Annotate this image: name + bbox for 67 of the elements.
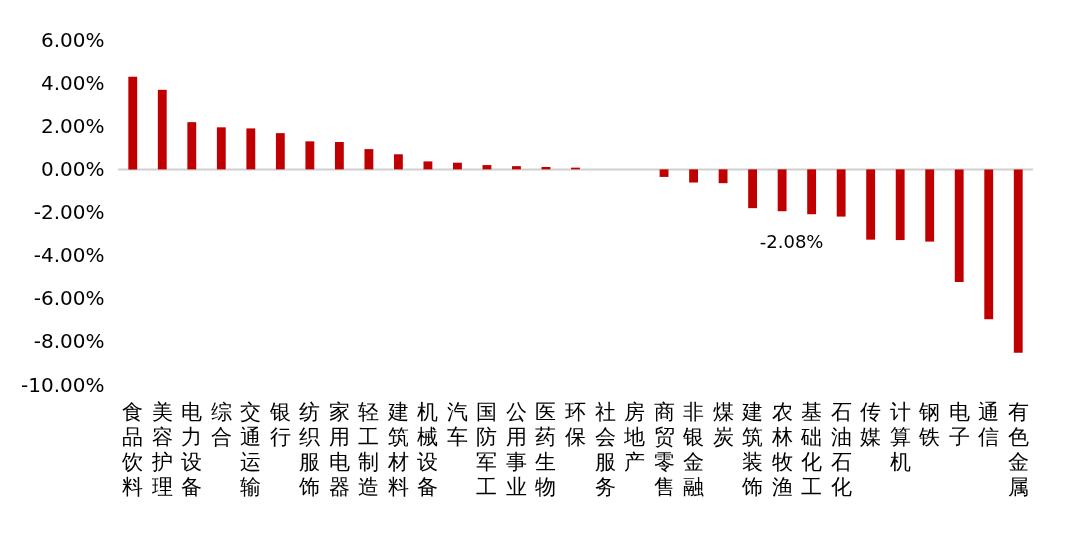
bar (364, 149, 374, 170)
bar (128, 76, 138, 170)
x-tick-label: 综合 (210, 399, 232, 449)
x-tick-label: 建筑材料 (386, 399, 409, 499)
bar (216, 127, 226, 170)
x-tick-label: 社会服务 (594, 399, 616, 499)
y-tick-label: 2.00% (40, 113, 105, 138)
y-tick-label: 0.00% (40, 156, 105, 181)
x-tick-label: 电力设备 (181, 399, 203, 499)
bar (157, 89, 167, 170)
bar (393, 154, 403, 170)
bar (807, 169, 817, 215)
bar (954, 169, 964, 282)
bar (925, 169, 935, 242)
x-tick-label: 基础化工 (800, 399, 823, 499)
bar (246, 128, 256, 170)
x-tick-label: 轻工制造 (358, 399, 380, 499)
x-tick-label: 机械设备 (417, 399, 439, 499)
x-tick-label: 家用电器 (328, 399, 350, 499)
x-tick-label: 银行 (268, 399, 291, 449)
x-tick-label: 公用事业 (505, 399, 527, 499)
bar (512, 166, 521, 170)
x-tick-label: 传媒 (860, 399, 882, 449)
x-tick-label: 有色金属 (1007, 399, 1029, 499)
y-tick-label: 6.00% (40, 27, 105, 52)
bar (305, 141, 315, 170)
bar (777, 169, 787, 212)
x-tick-label: 交通运输 (240, 399, 262, 499)
x-tick-label: 房地产 (623, 399, 646, 474)
bar (748, 169, 758, 209)
bar (275, 133, 285, 170)
bar (423, 161, 433, 170)
x-tick-label: 石油石化 (830, 399, 852, 499)
x-tick-label: 农林牧渔 (770, 399, 793, 499)
bar (187, 122, 197, 170)
x-tick-label: 电子 (948, 399, 970, 449)
y-tick-label: -6.00% (33, 286, 105, 311)
x-tick-label: 食品饮料 (121, 399, 144, 499)
bar (334, 141, 344, 170)
y-tick-label: -4.00% (33, 243, 105, 268)
y-tick-label: 4.00% (40, 70, 105, 95)
bar (659, 169, 669, 177)
y-tick-label: -10.00% (21, 372, 105, 397)
bar (1013, 169, 1023, 353)
x-tick-label: 汽车 (446, 399, 468, 449)
bar (866, 169, 876, 240)
x-tick-label: 医药生物 (535, 399, 557, 499)
y-tick-label: -2.00% (33, 200, 105, 224)
bar (836, 169, 846, 217)
x-tick-label: 商贸零售 (653, 399, 675, 499)
x-tick-label: 纺织服饰 (298, 399, 321, 499)
x-tick-label: 煤炭 (712, 399, 734, 449)
x-tick-label: 建筑装饰 (741, 399, 764, 499)
bar (718, 169, 728, 184)
x-tick-label: 国防军工 (476, 399, 498, 499)
y-tick-label: -8.00% (33, 329, 105, 354)
x-tick-label: 计算机 (889, 399, 911, 474)
bar (895, 169, 905, 241)
x-tick-label: 环保 (565, 399, 586, 449)
x-tick-label: 钢铁 (918, 399, 941, 449)
x-tick-label: 非银金融 (682, 399, 705, 499)
bar (689, 169, 698, 183)
x-tick-label: 通信 (978, 399, 1000, 449)
bar (453, 162, 462, 170)
bar (984, 169, 994, 320)
annotation: -2.08% (759, 231, 824, 253)
x-tick-label: 美容护理 (150, 399, 173, 499)
